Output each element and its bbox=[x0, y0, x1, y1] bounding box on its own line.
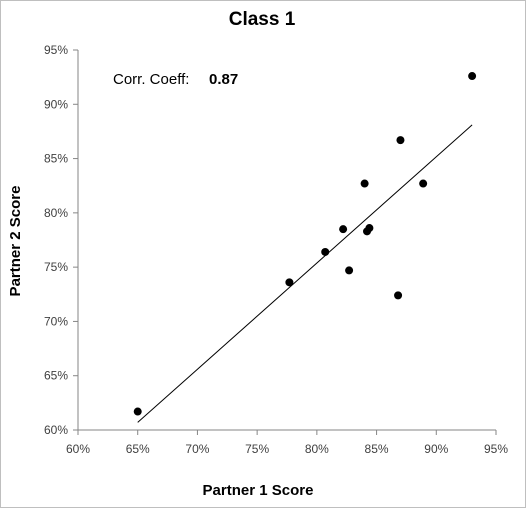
trendline-group bbox=[137, 124, 473, 423]
data-point bbox=[394, 291, 403, 300]
y-axis-title: Partner 2 Score bbox=[7, 186, 24, 297]
x-tick-label: 90% bbox=[424, 442, 448, 456]
y-tick-labels: 60% 65% 70% 75% 80% 85% 90% 95% bbox=[44, 43, 68, 437]
y-tick-label: 75% bbox=[44, 260, 68, 274]
data-point bbox=[321, 247, 330, 256]
data-point bbox=[419, 179, 428, 188]
data-point bbox=[396, 136, 405, 145]
trendline bbox=[137, 124, 473, 423]
x-tick-label: 75% bbox=[245, 442, 269, 456]
y-tick-label: 90% bbox=[44, 97, 68, 111]
x-tick-label: 95% bbox=[484, 442, 508, 456]
x-tick-label: 65% bbox=[126, 442, 150, 456]
x-tick-label: 80% bbox=[305, 442, 329, 456]
y-tick-label: 65% bbox=[44, 369, 68, 383]
corr-coeff-label: Corr. Coeff: bbox=[113, 71, 189, 88]
data-points bbox=[133, 72, 477, 416]
data-point bbox=[365, 224, 374, 233]
y-tick-label: 85% bbox=[44, 152, 68, 166]
chart-title: Class 1 bbox=[229, 9, 296, 30]
data-point bbox=[468, 72, 477, 81]
x-tick-labels: 60% 65% 70% 75% 80% 85% 90% 95% bbox=[66, 442, 508, 456]
x-axis-title: Partner 1 Score bbox=[203, 482, 314, 499]
data-point bbox=[360, 179, 369, 188]
y-tick-label: 70% bbox=[44, 314, 68, 328]
corr-coeff-value: 0.87 bbox=[209, 71, 238, 88]
data-point bbox=[285, 278, 294, 287]
x-tick-label: 85% bbox=[365, 442, 389, 456]
y-tick-label: 80% bbox=[44, 206, 68, 220]
data-point bbox=[345, 266, 354, 275]
axes bbox=[73, 49, 497, 435]
x-tick-label: 70% bbox=[185, 442, 209, 456]
y-tick-label: 95% bbox=[44, 43, 68, 57]
x-tick-label: 60% bbox=[66, 442, 90, 456]
data-point bbox=[339, 225, 348, 234]
data-point bbox=[133, 407, 142, 416]
y-tick-label: 60% bbox=[44, 423, 68, 437]
